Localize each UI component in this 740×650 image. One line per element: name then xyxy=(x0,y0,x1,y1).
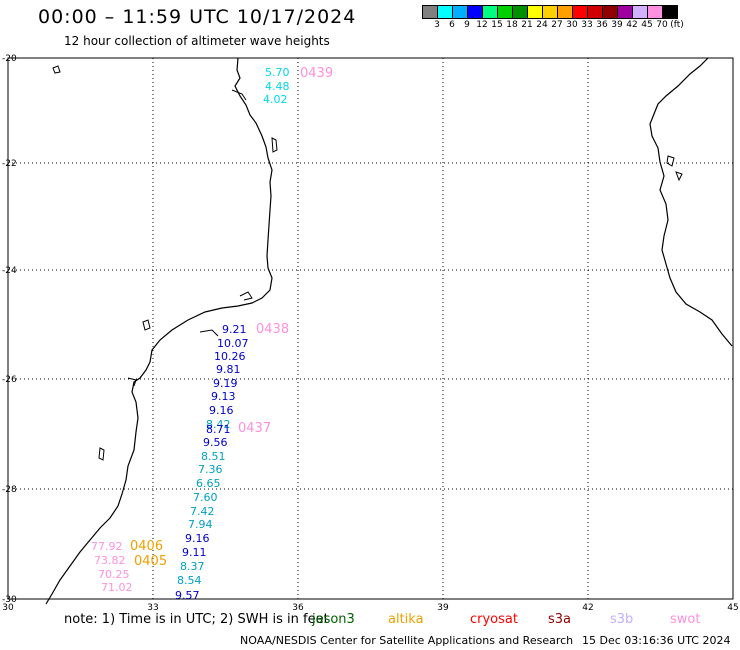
sat-label-s3a: s3a xyxy=(548,612,572,627)
wave-height-value: 8.42 xyxy=(206,418,231,431)
pass-label: 0405 xyxy=(134,554,167,569)
legend-label: 12 xyxy=(476,20,488,30)
wave-height-value: 73.82 xyxy=(94,554,126,567)
color-legend: 3 6 9 12 15 18 21 24 27 30 33 36 39 42 45 70 (ft) xyxy=(422,5,684,33)
coast-islet xyxy=(271,137,278,153)
wave-height-value: 9.56 xyxy=(203,436,228,449)
longitude-label: 36 xyxy=(292,603,304,612)
wave-height-value: 8.37 xyxy=(180,560,205,573)
legend-swatch xyxy=(662,5,678,19)
coast-inlet xyxy=(199,329,219,337)
wave-height-value: 5.70 xyxy=(265,66,290,79)
legend-label: (ft) xyxy=(670,20,684,30)
coast-islet xyxy=(98,447,105,461)
wave-height-value: 9.13 xyxy=(211,390,236,403)
legend-label: 39 xyxy=(611,20,623,30)
latitude-label: -20 xyxy=(2,54,17,64)
map-frame xyxy=(7,57,734,600)
latitude-label: -26 xyxy=(2,375,17,385)
longitude-label: 45 xyxy=(727,603,738,612)
pass-label: 0406 xyxy=(130,539,163,554)
legend-label: 21 xyxy=(521,20,533,30)
legend-label: 18 xyxy=(506,20,518,30)
wave-height-value: 9.11 xyxy=(182,546,207,559)
wave-height-value: 4.02 xyxy=(263,93,288,106)
legend-label: 24 xyxy=(536,20,548,30)
latitude-label: -28 xyxy=(2,485,17,495)
legend-label: 3 xyxy=(434,20,440,30)
page-title: 00:00 – 11:59 UTC 10/17/2024 xyxy=(38,6,357,28)
wave-height-value: 70.25 xyxy=(98,568,130,581)
wave-height-value: 8.51 xyxy=(201,450,226,463)
page-subtitle: 12 hour collection of altimeter wave hei… xyxy=(64,34,330,48)
sat-label-s3b: s3b xyxy=(610,612,634,627)
wave-height-map: 30 33 36 39 42 45 -20 -22 -24 -26 -28 -30 5.70 4.48… xyxy=(2,54,739,612)
sat-label-jason3: jason3 xyxy=(312,612,355,627)
sat-label-swot: swot xyxy=(670,612,701,627)
legend-label: 36 xyxy=(596,20,608,30)
credit-text: NOAA/NESDIS Center for Satellite Applica… xyxy=(240,634,574,647)
wave-height-value: 77.92 xyxy=(91,540,123,553)
coast-islet xyxy=(675,171,683,182)
map-grid xyxy=(8,58,733,599)
legend-label: 6 xyxy=(449,20,455,30)
note-text: note: 1) Time is in UTC; 2) SWH is in fe… xyxy=(64,612,329,627)
sat-label-cryosat: cryosat xyxy=(470,612,518,627)
wave-height-value: 8.71 xyxy=(206,423,231,436)
wave-height-value: 4.48 xyxy=(265,80,290,93)
africa-coastline xyxy=(45,57,273,605)
legend-label: 70 xyxy=(656,20,668,30)
legend-label: 9 xyxy=(464,20,470,30)
map-axis-labels: 30 33 36 39 42 45 -20 -22 -24 -26 -28 -30 xyxy=(2,54,739,612)
longitude-label: 33 xyxy=(147,603,158,612)
coast-inlet xyxy=(239,291,253,301)
legend-label: 15 xyxy=(491,20,503,30)
wave-height-value: 10.26 xyxy=(214,350,246,363)
wave-height-value: 9.16 xyxy=(185,532,210,545)
longitude-label: 30 xyxy=(2,603,14,612)
wave-height-value: 7.60 xyxy=(193,491,218,504)
wave-height-value: 9.21 xyxy=(222,323,247,336)
wave-height-value: 6.65 xyxy=(196,477,221,490)
latitude-label: -22 xyxy=(2,159,17,169)
latitude-label: -24 xyxy=(2,266,17,276)
note-bar: note: 1) Time is in UTC; 2) SWH is in fe… xyxy=(0,612,740,630)
sat-label-altika: altika xyxy=(388,612,424,627)
wave-height-value: 9.57 xyxy=(175,589,200,602)
legend-label: 45 xyxy=(641,20,653,30)
latitude-label: -30 xyxy=(2,595,17,605)
pass-label: 0438 xyxy=(256,322,289,337)
wave-height-value: 8.54 xyxy=(177,574,202,587)
madagascar-coastline xyxy=(649,57,733,347)
coast-inlet xyxy=(231,89,247,101)
generated-timestamp: 15 Dec 03:16:36 UTC 2024 xyxy=(582,634,731,647)
legend-label: 30 xyxy=(566,20,578,30)
wave-height-value: 9.19 xyxy=(213,377,238,390)
pass-label: 0439 xyxy=(300,66,333,81)
wave-height-value: 9.81 xyxy=(216,363,241,376)
wave-height-value: 7.36 xyxy=(198,463,223,476)
coast-islet xyxy=(666,155,675,167)
legend-label: 27 xyxy=(551,20,563,30)
coast-inlet xyxy=(127,377,137,387)
wave-height-value: 7.94 xyxy=(188,518,213,531)
coast-islet xyxy=(52,65,61,74)
longitude-label: 39 xyxy=(437,603,449,612)
legend-label: 33 xyxy=(581,20,593,30)
coast-islet xyxy=(142,319,151,331)
longitude-label: 42 xyxy=(582,603,593,612)
pass-label: 0437 xyxy=(238,421,271,436)
legend-label: 42 xyxy=(626,20,638,30)
wave-height-value: 7.42 xyxy=(190,505,215,518)
wave-height-value: 10.07 xyxy=(217,337,249,350)
wave-height-value: 71.02 xyxy=(101,581,133,594)
wave-height-value: 9.16 xyxy=(209,404,234,417)
